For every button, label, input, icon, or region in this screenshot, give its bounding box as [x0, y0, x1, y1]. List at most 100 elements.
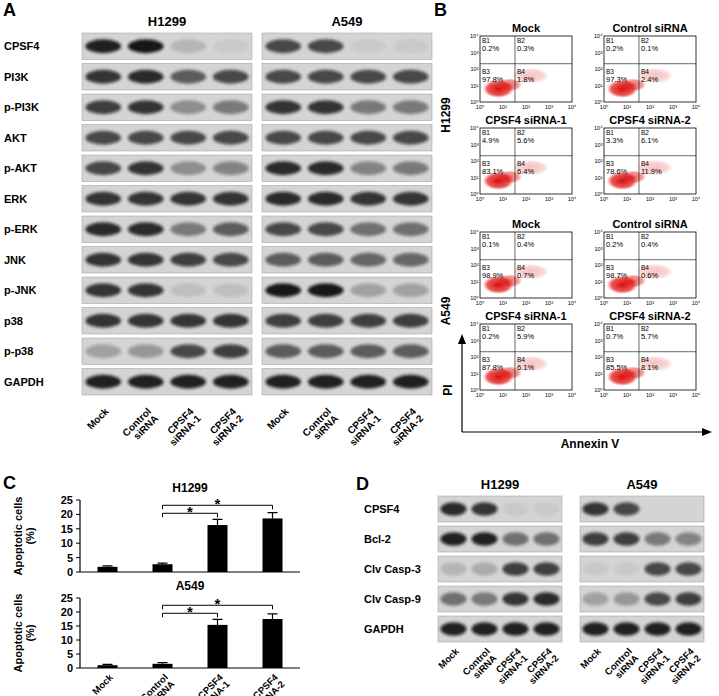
axis-tick-label: 10²: [595, 262, 603, 268]
band: [213, 344, 249, 358]
text-line: siRNA-1: [198, 678, 232, 696]
event-cloud: [512, 264, 549, 280]
quadrant-value: 6.1%: [641, 136, 658, 145]
quadrant-value: 11.9%: [641, 167, 662, 176]
band: [350, 161, 386, 175]
band: [393, 39, 429, 53]
error-bar: [103, 565, 113, 567]
text-line: Mock: [265, 405, 291, 431]
axis-tick-label: 10⁴: [594, 125, 603, 131]
row-label: p-PI3K: [4, 101, 39, 113]
lane-label: CPSF4siRNA-1: [489, 645, 530, 686]
band: [582, 562, 608, 576]
quadrant-value: 83.1%: [482, 167, 504, 176]
band: [613, 532, 639, 546]
y-tick-label: 10: [61, 537, 73, 549]
text-line: (%): [24, 624, 36, 641]
axis-tick-label: 10²: [646, 300, 654, 306]
bar: [153, 564, 173, 572]
axis-tick-label: 10⁴: [594, 33, 603, 39]
axis-tick-label: 10¹: [499, 300, 507, 306]
blot-strip: [580, 496, 704, 522]
lane-label: CPSF4siRNA-2: [383, 405, 426, 448]
axis-tick-label: 10²: [522, 104, 530, 110]
lane-label: ControlsiRNA: [460, 646, 498, 684]
blot-strip: [262, 186, 432, 213]
axis-tick-label: 10²: [646, 196, 654, 202]
bar: [153, 664, 173, 668]
band: [265, 131, 301, 145]
axis-tick-label: 10²: [471, 158, 479, 164]
band: [440, 502, 466, 516]
plot-title: Mock: [512, 218, 541, 230]
x-tick-label: CPSF4siRNA-2: [246, 671, 287, 696]
quadrant-label: B2: [517, 37, 525, 44]
gate-line: [638, 232, 639, 298]
y-tick-label: 25: [61, 494, 73, 506]
band: [265, 161, 301, 175]
axis-tick-label: 10³: [471, 142, 479, 148]
band: [308, 253, 344, 267]
quadrant-label: B1: [606, 325, 614, 332]
blot-strip: [82, 338, 252, 365]
quadrant-value: 85.5%: [606, 363, 628, 372]
blot-strip: [262, 369, 432, 396]
band: [350, 192, 386, 206]
arrow-head: [458, 334, 466, 344]
quadrant-value: 5.6%: [517, 136, 534, 145]
band: [170, 100, 206, 114]
quadrant-value: 0.2%: [482, 332, 499, 341]
band: [213, 253, 249, 267]
bar: [208, 525, 228, 572]
band: [85, 192, 121, 206]
band: [128, 253, 164, 267]
axis-tick-label: 10²: [646, 392, 654, 398]
quadrant-label: B3: [606, 264, 614, 271]
plot-title: CPSF4 siRNA-1: [485, 310, 566, 322]
blot-strip: [82, 64, 252, 91]
axis-label: Apoptotic cells(%): [12, 497, 36, 576]
axis-tick-label: 10⁰: [600, 300, 609, 306]
quadrant-label: B1: [482, 233, 490, 240]
quadrant-value: 0.7%: [517, 271, 534, 280]
y-tick: [76, 572, 80, 573]
gate-line: [480, 63, 572, 64]
band: [644, 592, 670, 606]
row-label: AKT: [4, 132, 27, 144]
blot-strip: [580, 556, 704, 582]
quadrant-label: B1: [606, 129, 614, 136]
y-tick: [76, 598, 80, 599]
error-bar: [158, 563, 168, 564]
band: [128, 314, 164, 328]
band: [265, 39, 301, 53]
blot-strip: [82, 216, 252, 243]
band: [502, 502, 528, 516]
text-line: siRNA: [131, 413, 160, 442]
text-line: siRNA-2: [390, 412, 426, 448]
band: [308, 222, 344, 236]
plot-frame: [480, 36, 572, 102]
gate-line: [480, 351, 572, 352]
band: [393, 283, 429, 297]
quadrant-label: B4: [641, 68, 649, 75]
band: [582, 622, 608, 636]
significance-mark: *: [187, 603, 193, 620]
blot-strip: [262, 216, 432, 243]
quadrant-value: 0.7%: [606, 332, 623, 341]
band: [85, 100, 121, 114]
band: [393, 131, 429, 145]
plot-title: CPSF4 siRNA-1: [485, 114, 566, 126]
axis-tick-label: 10⁴: [594, 229, 603, 235]
quadrant-value: 98.7%: [606, 271, 628, 280]
y-tick-label: 15: [61, 620, 73, 632]
blot-strip: [262, 64, 432, 91]
band: [502, 592, 528, 606]
band: [350, 344, 386, 358]
quadrant-value: 5.7%: [641, 332, 658, 341]
row-label: p-JNK: [4, 284, 36, 296]
quadrant-value: 0.2%: [606, 240, 623, 249]
row-label: GAPDH: [364, 623, 404, 635]
band: [533, 592, 559, 606]
quadrant-value: 1.8%: [517, 75, 534, 84]
quadrant-label: B3: [482, 68, 490, 75]
